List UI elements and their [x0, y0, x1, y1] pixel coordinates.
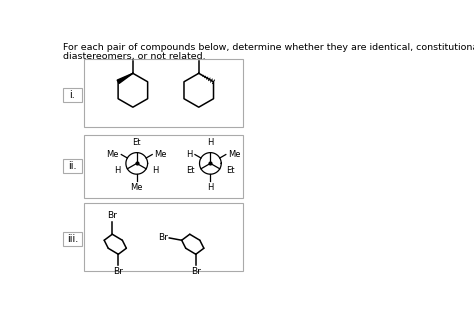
Text: H: H	[207, 138, 214, 147]
Text: Et: Et	[226, 166, 235, 175]
Text: H: H	[207, 183, 214, 192]
Text: Me: Me	[107, 150, 119, 159]
Text: H: H	[186, 150, 192, 159]
Text: i.: i.	[70, 90, 75, 100]
Bar	[63, 159, 82, 173]
Text: Br: Br	[113, 267, 123, 276]
Text: iii.: iii.	[67, 234, 78, 244]
Text: diastereomers, or not related.: diastereomers, or not related.	[63, 52, 206, 61]
Bar	[63, 232, 82, 246]
Text: Me: Me	[155, 150, 167, 159]
Text: ii.: ii.	[68, 161, 77, 171]
Bar	[84, 135, 243, 198]
Text: For each pair of compounds below, determine whether they are identical, constitu: For each pair of compounds below, determ…	[63, 43, 474, 52]
Text: H: H	[115, 166, 121, 175]
Text: Br: Br	[158, 233, 168, 242]
Bar	[84, 203, 243, 271]
Text: Et: Et	[133, 138, 141, 147]
Text: Me: Me	[228, 150, 241, 159]
Text: H: H	[153, 166, 159, 175]
Text: Br: Br	[107, 211, 117, 220]
Polygon shape	[117, 73, 133, 83]
Bar	[63, 88, 82, 102]
Text: Br: Br	[191, 267, 201, 276]
Text: Et: Et	[186, 166, 194, 175]
Text: Me: Me	[130, 183, 143, 192]
Bar	[84, 59, 243, 127]
